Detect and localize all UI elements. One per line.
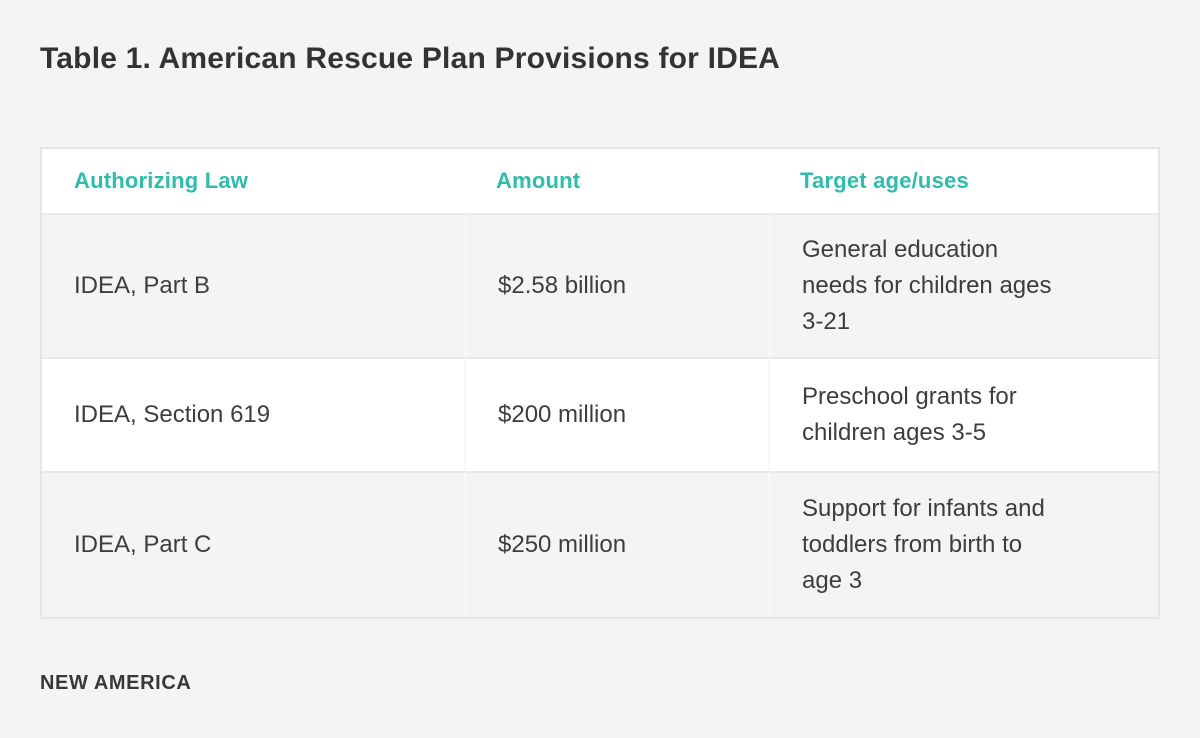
- cell-amount: $250 million: [464, 471, 768, 617]
- cell-authorizing-law: IDEA, Part B: [42, 213, 464, 357]
- table-row: IDEA, Section 619 $200 million Preschool…: [42, 357, 1158, 471]
- column-header-authorizing-law: Authorizing Law: [42, 149, 464, 213]
- cell-amount: $200 million: [464, 357, 768, 471]
- cell-target-age-uses: General education needs for children age…: [768, 213, 1158, 357]
- cell-authorizing-law: IDEA, Part C: [42, 471, 464, 617]
- source-logo: NEW AMERICA: [40, 672, 192, 694]
- table-title: Table 1. American Rescue Plan Provisions…: [40, 42, 781, 75]
- table-row: IDEA, Part B $2.58 billion General educa…: [42, 213, 1158, 357]
- cell-target-age-uses: Preschool grants for children ages 3-5: [768, 357, 1158, 471]
- table-row: IDEA, Part C $250 million Support for in…: [42, 471, 1158, 617]
- cell-amount: $2.58 billion: [464, 213, 768, 357]
- cell-authorizing-law: IDEA, Section 619: [42, 357, 464, 471]
- table-header-row: Authorizing Law Amount Target age/uses: [42, 149, 1158, 213]
- column-header-target-age-uses: Target age/uses: [768, 149, 1158, 213]
- cell-target-age-uses: Support for infants and toddlers from bi…: [768, 471, 1158, 617]
- column-header-amount: Amount: [464, 149, 768, 213]
- idea-provisions-table: Authorizing Law Amount Target age/uses I…: [40, 147, 1160, 619]
